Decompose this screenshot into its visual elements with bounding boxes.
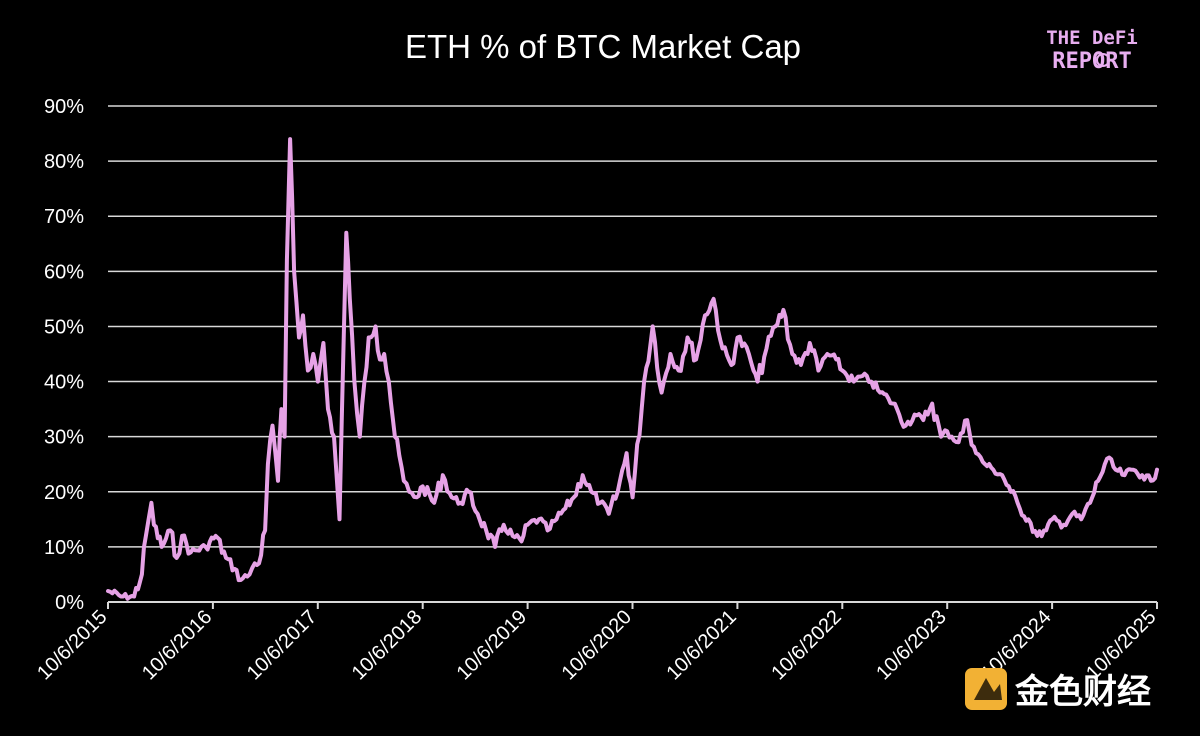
y-tick-label: 90% bbox=[44, 96, 84, 118]
x-tick-label: 10/6/2022 bbox=[767, 606, 845, 684]
y-tick-label: 10% bbox=[44, 537, 84, 559]
y-tick-label: 40% bbox=[44, 372, 84, 394]
x-tick-label: 10/6/2015 bbox=[33, 606, 111, 684]
watermark-text: 金色财经 bbox=[1014, 672, 1151, 712]
series-line bbox=[106, 137, 1159, 601]
chart-title: ETH % of BTC Market Cap bbox=[405, 28, 801, 65]
defi-report-logo: THE DeFi REPORT bbox=[1046, 27, 1138, 74]
y-tick-label: 0% bbox=[55, 592, 84, 614]
x-tick-label: 10/6/2023 bbox=[872, 606, 950, 684]
x-tick-label: 10/6/2021 bbox=[662, 606, 740, 684]
y-axis-ticks: 0% 10% 20% 30% 40% 50% 60% 70% 80% 90% bbox=[44, 96, 84, 614]
y-tick-label: 70% bbox=[44, 206, 84, 228]
y-tick-label: 50% bbox=[44, 316, 84, 338]
y-tick-label: 20% bbox=[44, 482, 84, 504]
x-tick-label: 10/6/2020 bbox=[558, 606, 636, 684]
y-tick-label: 60% bbox=[44, 261, 84, 283]
jinse-logo-icon bbox=[965, 668, 1007, 710]
x-tick-label: 10/6/2017 bbox=[243, 606, 321, 684]
logo-line2: REPORT bbox=[1052, 49, 1131, 74]
watermark: 金色财经 bbox=[965, 668, 1151, 712]
x-tick-label: 10/6/2016 bbox=[138, 606, 216, 684]
logo-line1: THE DeFi bbox=[1046, 27, 1138, 49]
coin-icon bbox=[1096, 53, 1110, 67]
y-tick-label: 80% bbox=[44, 151, 84, 173]
x-tick-label: 10/6/2019 bbox=[453, 606, 531, 684]
x-tick-label: 10/6/2018 bbox=[348, 606, 426, 684]
y-tick-label: 30% bbox=[44, 427, 84, 449]
series-layer bbox=[106, 137, 1159, 601]
